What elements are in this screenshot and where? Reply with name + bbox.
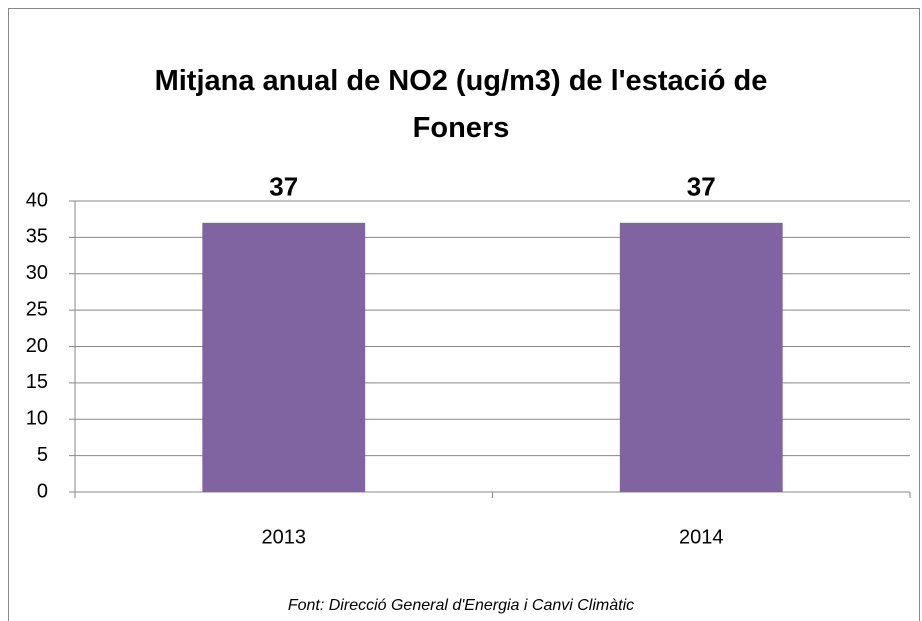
y-tick-label: 0 (37, 480, 48, 502)
chart-frame (8, 8, 920, 621)
source-note: Font: Direcció General d'Energia i Canvi… (288, 597, 634, 614)
y-tick-label: 15 (26, 371, 48, 393)
y-tick-label: 20 (26, 335, 48, 357)
bar (619, 222, 783, 492)
x-tick-label: 2014 (679, 526, 724, 548)
data-label: 37 (687, 172, 716, 202)
y-tick-label: 25 (26, 298, 48, 320)
y-tick-label: 10 (26, 408, 48, 430)
chart-title: Mitjana anual de NO2 (ug/m3) de l'estaci… (154, 65, 768, 144)
data-label: 37 (269, 172, 298, 202)
bar (202, 222, 366, 492)
y-tick-label: 5 (37, 444, 48, 466)
y-tick-label: 35 (26, 226, 48, 248)
x-tick-label: 2013 (262, 526, 307, 548)
y-tick-label: 40 (26, 189, 48, 211)
y-tick-label: 30 (26, 262, 48, 284)
